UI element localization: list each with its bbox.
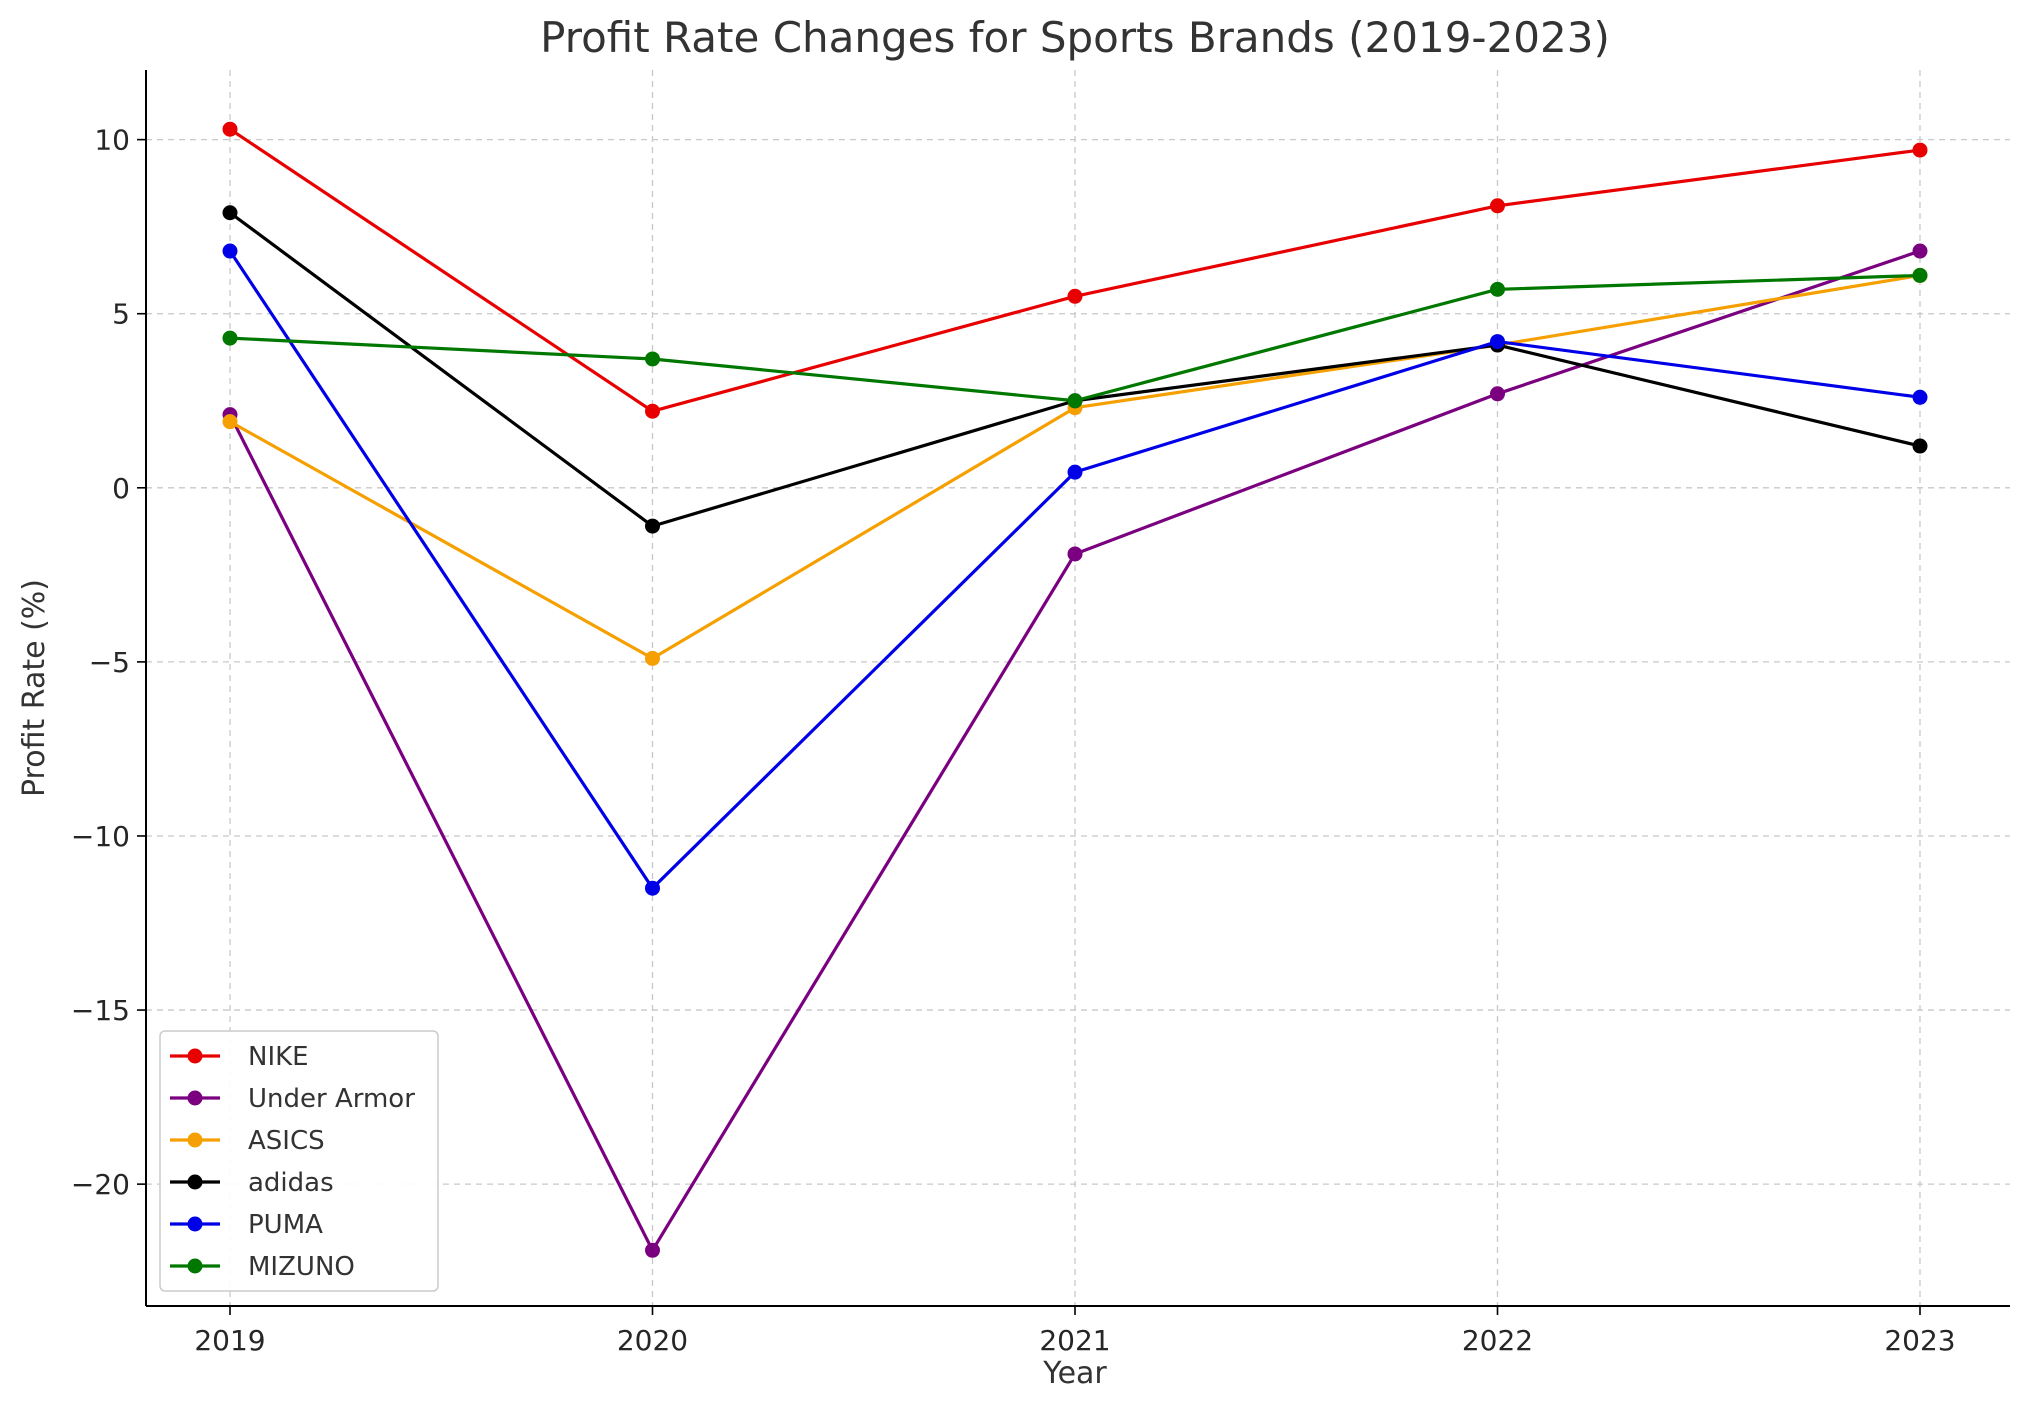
data-point-under-armor — [1912, 243, 1928, 259]
data-point-under-armor — [645, 1242, 660, 1258]
series-lines — [222, 121, 1928, 1258]
legend: NIKE Under Armor ASICS adidas PUMA MIZUNO — [159, 1030, 439, 1292]
data-point-puma — [222, 243, 238, 259]
y-tick-label: −5 — [89, 646, 130, 679]
series-mizuno — [222, 267, 1928, 409]
x-tick-label: 2023 — [1884, 1324, 1955, 1357]
data-point-asics — [222, 414, 238, 430]
data-point-adidas — [222, 205, 238, 221]
data-point-mizuno — [1490, 281, 1505, 297]
legend-label-under-armor: Under Armor — [248, 1084, 415, 1114]
y-axis-label: Profit Rate (%) — [17, 579, 52, 797]
data-point-under-armor — [1067, 546, 1083, 562]
y-tick-label: −20 — [71, 1168, 130, 1201]
legend-marker-under-armor — [187, 1090, 203, 1106]
series-nike — [222, 121, 1928, 419]
legend-label-adidas: adidas — [248, 1168, 334, 1198]
legend-label-asics: ASICS — [248, 1126, 325, 1156]
y-tick-label: 5 — [112, 298, 130, 331]
data-point-nike — [1067, 288, 1083, 304]
y-tick-label: −15 — [71, 994, 130, 1027]
x-tick-label: 2021 — [1039, 1324, 1110, 1357]
x-axis-label: Year — [1042, 1356, 1107, 1391]
data-point-nike — [1490, 198, 1505, 214]
data-point-mizuno — [1912, 267, 1928, 283]
legend-marker-adidas — [187, 1174, 203, 1190]
legend-item-mizuno: MIZUNO — [170, 1252, 355, 1282]
legend-item-asics: ASICS — [170, 1126, 325, 1156]
data-point-puma — [1067, 464, 1083, 480]
legend-label-puma: PUMA — [248, 1210, 323, 1240]
y-tick-label: 10 — [94, 124, 130, 157]
legend-marker-nike — [187, 1048, 203, 1064]
y-tick-label: −10 — [71, 820, 130, 853]
legend-marker-mizuno — [187, 1258, 203, 1274]
data-point-adidas — [645, 518, 660, 534]
series-under-armor — [222, 243, 1928, 1258]
legend-box — [159, 1030, 439, 1292]
data-point-mizuno — [1067, 393, 1083, 409]
data-point-puma — [645, 880, 660, 896]
legend-item-under-armor: Under Armor — [170, 1084, 415, 1114]
data-point-nike — [222, 121, 238, 137]
x-tick-label: 2022 — [1462, 1324, 1533, 1357]
legend-marker-asics — [187, 1132, 203, 1148]
x-tick-label: 2019 — [194, 1324, 265, 1357]
series-puma — [222, 243, 1928, 896]
legend-item-adidas: adidas — [170, 1168, 334, 1198]
x-tick-label: 2020 — [617, 1324, 688, 1357]
chart-title: Profit Rate Changes for Sports Brands (2… — [540, 13, 1610, 62]
data-point-mizuno — [222, 330, 238, 346]
y-tick-label: 0 — [112, 472, 130, 505]
data-point-mizuno — [645, 351, 660, 367]
legend-label-mizuno: MIZUNO — [248, 1252, 355, 1282]
legend-label-nike: NIKE — [248, 1042, 309, 1072]
data-point-puma — [1490, 334, 1505, 350]
data-point-nike — [645, 403, 660, 419]
tick-labels: 2019 2020 2021 2022 2023 10 5 0 −5 −10 −15 −20 — [71, 124, 1956, 1357]
data-point-puma — [1912, 389, 1928, 405]
data-point-asics — [645, 650, 660, 666]
grid — [146, 70, 2010, 1306]
axes — [137, 70, 2010, 1315]
data-point-adidas — [1912, 438, 1928, 454]
legend-item-puma: PUMA — [170, 1210, 323, 1240]
data-point-nike — [1912, 142, 1928, 158]
data-point-under-armor — [1490, 386, 1505, 402]
legend-marker-puma — [187, 1216, 203, 1232]
legend-item-nike: NIKE — [170, 1042, 309, 1072]
